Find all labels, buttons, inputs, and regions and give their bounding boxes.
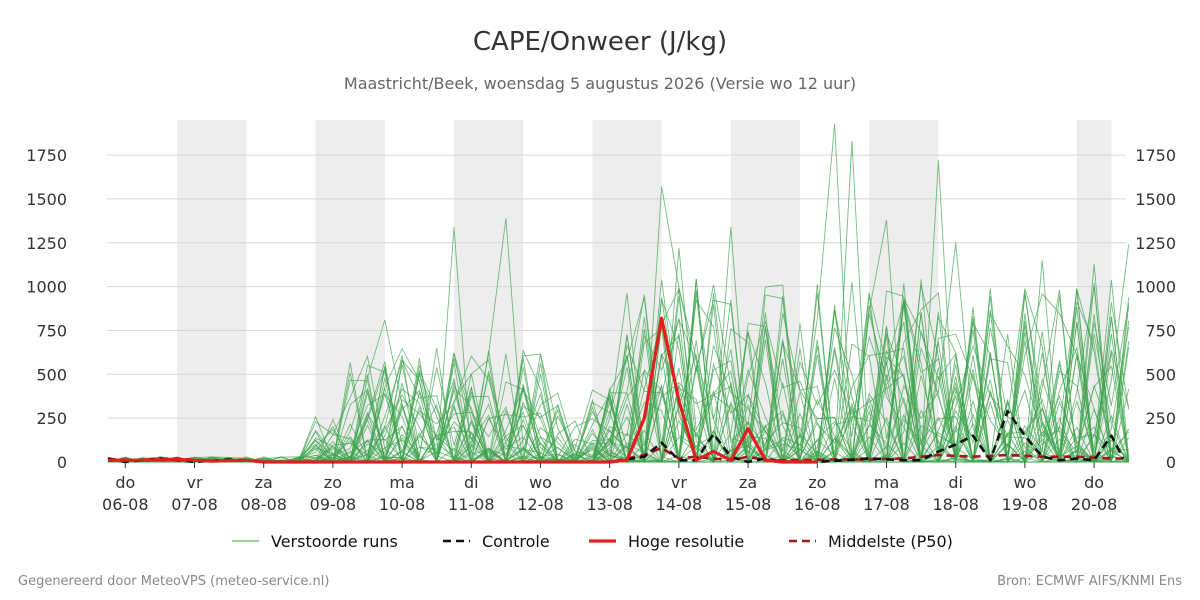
y-tick-label: 1750 — [26, 146, 67, 165]
x-tick-weekday: di — [464, 473, 479, 492]
y-axis-left: 0 250 500 750 1000 1250 1500 1750 — [26, 146, 67, 472]
weekend-band — [592, 120, 662, 462]
legend: Verstoorde runs Controle Hoge resolutie Mid… — [232, 532, 953, 551]
x-tick-date: 12-08 — [517, 495, 564, 514]
y-tick-label: 750 — [36, 321, 67, 340]
x-tick-date: 10-08 — [379, 495, 426, 514]
x-tick-date: 15-08 — [725, 495, 772, 514]
y-tick-label: 0 — [57, 453, 67, 472]
y-tick-label: 1500 — [1135, 190, 1176, 209]
chart-subtitle: Maastricht/Beek, woensdag 5 augustus 202… — [344, 74, 856, 93]
x-tick-date: 06-08 — [102, 495, 149, 514]
y-tick-label: 0 — [1166, 453, 1176, 472]
x-tick-weekday: ma — [389, 473, 414, 492]
y-tick-label: 1500 — [26, 190, 67, 209]
x-tick-date: 14-08 — [656, 495, 703, 514]
footer-source: Bron: ECMWF AIFS/KNMI Ens — [997, 574, 1182, 589]
x-tick-weekday: ma — [874, 473, 899, 492]
y-tick-label: 750 — [1145, 321, 1176, 340]
x-tick-weekday: zo — [808, 473, 826, 492]
y-tick-label: 1000 — [26, 278, 67, 297]
y-tick-label: 500 — [36, 365, 67, 384]
x-tick-weekday: wo — [529, 473, 552, 492]
x-tick-date: 17-08 — [863, 495, 910, 514]
x-tick-date: 09-08 — [310, 495, 357, 514]
y-tick-label: 1250 — [26, 234, 67, 253]
legend-label: Hoge resolutie — [628, 532, 744, 551]
x-tick-weekday: do — [600, 473, 620, 492]
ensemble-member-line — [107, 282, 1129, 463]
series-line-hoge-resolutie — [108, 316, 818, 464]
x-tick-date: 13-08 — [586, 495, 633, 514]
y-tick-label: 250 — [1145, 409, 1176, 428]
legend-label: Middelste (P50) — [828, 532, 953, 551]
x-tick-weekday: do — [1084, 473, 1104, 492]
legend-label: Controle — [482, 532, 550, 551]
y-tick-label: 250 — [36, 409, 67, 428]
x-tick-date: 20-08 — [1071, 495, 1118, 514]
chart-title: CAPE/Onweer (J/kg) — [473, 27, 727, 57]
legend-label: Verstoorde runs — [271, 532, 398, 551]
x-tick-date: 07-08 — [171, 495, 218, 514]
x-tick-date: 16-08 — [794, 495, 841, 514]
x-axis: do 06-08 vr 07-08 za 08-08 zo 09-08 ma 10-08 di 11-… — [102, 462, 1117, 514]
y-tick-label: 1250 — [1135, 234, 1176, 253]
x-tick-weekday: wo — [1013, 473, 1036, 492]
x-tick-date: 19-08 — [1002, 495, 1049, 514]
x-tick-date: 18-08 — [932, 495, 979, 514]
y-tick-label: 1000 — [1135, 278, 1176, 297]
y-tick-label: 500 — [1145, 365, 1176, 384]
ensemble-member-line — [108, 294, 1129, 464]
y-axis-right: 0 250 500 750 1000 1250 1500 1750 — [1135, 146, 1176, 472]
x-tick-date: 08-08 — [240, 495, 287, 514]
x-tick-weekday: di — [948, 473, 963, 492]
y-tick-label: 1750 — [1135, 146, 1176, 165]
x-tick-weekday: zo — [324, 473, 342, 492]
x-tick-weekday: za — [255, 473, 273, 492]
main-series — [107, 316, 1125, 464]
footer-generated-by: Gegenereerd door MeteoVPS (meteo-service… — [18, 574, 329, 589]
x-tick-weekday: vr — [186, 473, 202, 492]
x-tick-date: 11-08 — [448, 495, 495, 514]
x-tick-weekday: vr — [671, 473, 687, 492]
weekend-band — [177, 120, 247, 462]
x-tick-weekday: za — [739, 473, 757, 492]
x-tick-weekday: do — [115, 473, 135, 492]
